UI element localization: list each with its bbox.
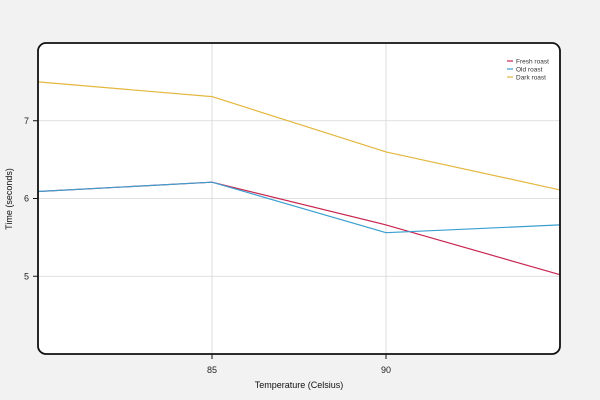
y-tick-label: 5 xyxy=(24,271,29,281)
x-tick-label: 85 xyxy=(207,365,217,375)
series-line-dark-roast xyxy=(37,81,561,191)
legend-label: Dark roast xyxy=(516,74,546,81)
grid xyxy=(38,43,560,354)
legend-label: Old roast xyxy=(516,66,543,73)
x-axis-label: Temperature (Celsius) xyxy=(255,380,344,390)
y-axis-label: Time (seconds) xyxy=(4,168,14,230)
y-tick-label: 6 xyxy=(24,194,29,204)
x-tick-label: 90 xyxy=(381,365,391,375)
x-axis-ticks: 85 90 xyxy=(207,354,391,375)
series-line-old-roast xyxy=(37,181,561,234)
legend-label: Fresh roast xyxy=(516,58,549,65)
series-lines xyxy=(37,81,561,276)
y-axis-ticks: 5 6 7 xyxy=(24,116,38,281)
y-tick-label: 7 xyxy=(24,116,29,126)
